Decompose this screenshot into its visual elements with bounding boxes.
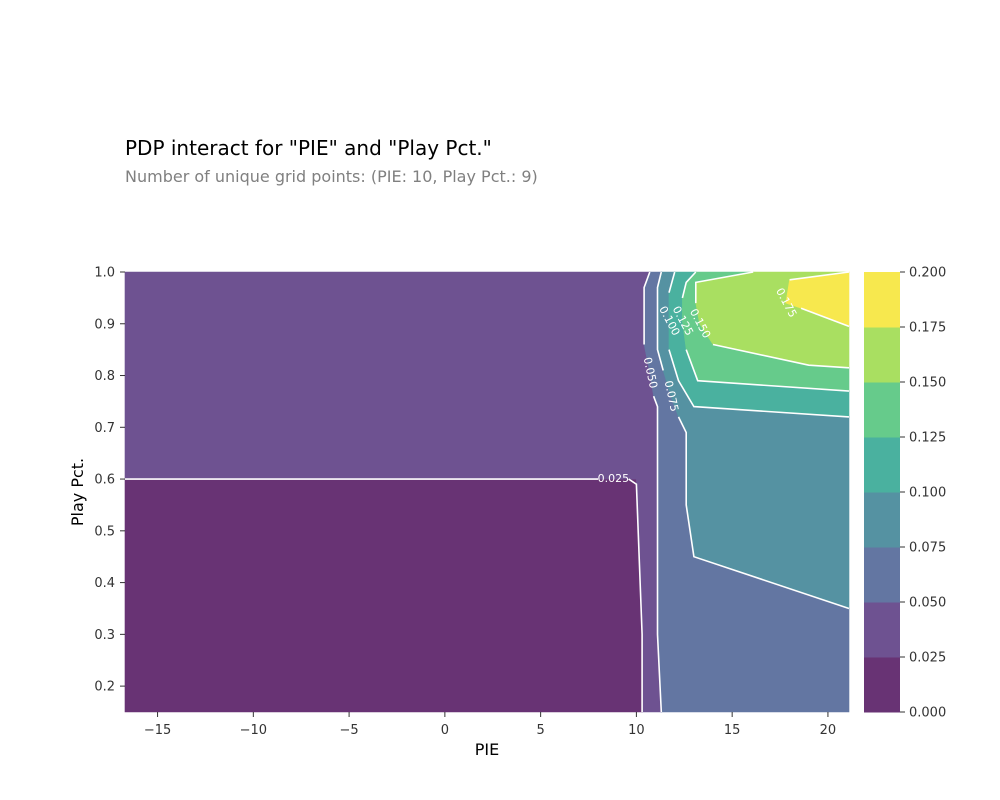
- y-tick-label: 0.4: [94, 576, 115, 591]
- y-tick-label: 0.5: [94, 524, 115, 539]
- colorbar-segment: [864, 272, 900, 328]
- y-axis-label: Play Pct.: [68, 458, 87, 526]
- x-axis: −15 −10 −5 0 5 10 15 20: [144, 712, 836, 738]
- colorbar-segment: [864, 602, 900, 658]
- chart-title: PDP interact for "PIE" and "Play Pct.": [125, 136, 492, 160]
- colorbar-segment: [864, 327, 900, 383]
- contour-band-0: [124, 478, 643, 713]
- colorbar: 0.000 0.025 0.050 0.075 0.100 0.125 0.150 0.175…: [864, 266, 946, 721]
- contour-lines: [125, 271, 850, 713]
- x-tick-label: −5: [340, 723, 359, 738]
- chart-subtitle: Number of unique grid points: (PIE: 10, …: [125, 167, 538, 186]
- colorbar-segment: [864, 547, 900, 603]
- colorbar-tick-label: 0.050: [909, 596, 946, 611]
- colorbar-tick-label: 0.200: [909, 266, 946, 281]
- colorbar-tick-label: 0.075: [909, 541, 946, 556]
- x-tick-label: −15: [144, 723, 171, 738]
- y-tick-label: 0.9: [94, 317, 115, 332]
- colorbar-tick-label: 0.000: [909, 706, 946, 721]
- colorbar-segment: [864, 657, 900, 713]
- contour-label-0.075: 0.075: [662, 379, 681, 413]
- y-tick-label: 0.2: [94, 680, 115, 695]
- x-tick-label: 15: [724, 723, 741, 738]
- contour-line-0.075: [677, 416, 850, 610]
- contour-line-0.125: [685, 349, 850, 392]
- y-tick-label: 1.0: [94, 266, 115, 281]
- y-axis: 0.2 0.3 0.4 0.5 0.6 0.7 0.8 0.9 1.0: [94, 266, 125, 695]
- y-tick-label: 0.8: [94, 369, 115, 384]
- contour-line-0.050: [652, 395, 663, 713]
- contour-line-0.175: [789, 271, 850, 281]
- colorbar-segment: [864, 492, 900, 548]
- contour-line-0.175: [800, 307, 850, 328]
- x-tick-label: 20: [820, 723, 837, 738]
- colorbar-segment: [864, 382, 900, 438]
- contour-line-0.125: [681, 271, 697, 299]
- colorbar-tick-label: 0.175: [909, 321, 946, 336]
- x-tick-label: 5: [536, 723, 544, 738]
- contour-line-0.075: [656, 271, 664, 371]
- contour-label-0.025: 0.025: [598, 472, 630, 485]
- colorbar-segment: [864, 437, 900, 493]
- x-tick-label: −10: [240, 723, 267, 738]
- contour-line-0.050: [643, 271, 651, 345]
- y-tick-label: 0.6: [94, 473, 115, 488]
- contour-line-0.025: [628, 478, 643, 712]
- x-tick-label: 10: [628, 723, 645, 738]
- contour-line-0.150: [694, 271, 754, 304]
- colorbar-tick-label: 0.150: [909, 376, 946, 391]
- contour-line-0.150: [712, 343, 850, 369]
- contour-bands: [124, 271, 850, 713]
- y-tick-label: 0.3: [94, 628, 115, 643]
- y-tick-label: 0.7: [94, 421, 115, 436]
- contour-label-0.050: 0.050: [641, 356, 660, 390]
- x-axis-label: PIE: [475, 740, 499, 759]
- colorbar-tick-label: 0.025: [909, 651, 946, 666]
- x-tick-label: 0: [441, 723, 449, 738]
- contour-line-0.100: [668, 271, 676, 293]
- colorbar-tick-label: 0.125: [909, 431, 946, 446]
- colorbar-tick-label: 0.100: [909, 486, 946, 501]
- contour-line-0.100: [668, 349, 850, 418]
